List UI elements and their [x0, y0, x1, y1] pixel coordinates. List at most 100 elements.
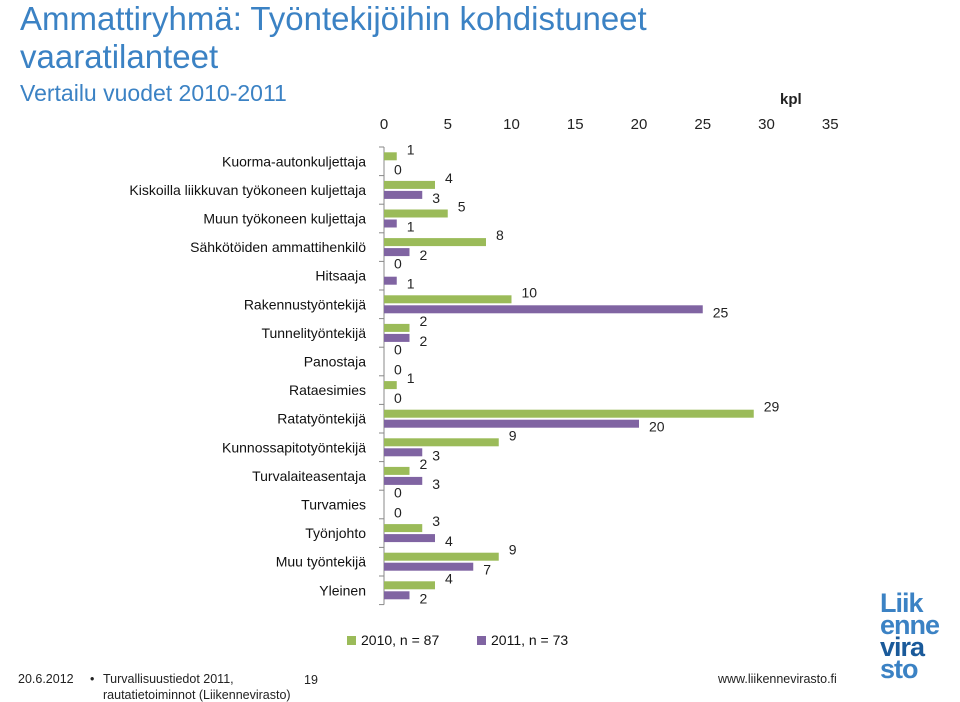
- bar-2010: [384, 152, 397, 161]
- data-label-2010: 5: [458, 199, 466, 215]
- category-label: Turvalaiteasentaja: [252, 468, 366, 484]
- category-label: Rataesimies: [289, 382, 366, 398]
- category-label: Työnjohto: [305, 525, 366, 541]
- bar-2011: [384, 419, 639, 428]
- category-label: Rakennustyöntekijä: [244, 296, 366, 312]
- bar-2010: [384, 581, 435, 590]
- category-label: Turvamies: [301, 497, 366, 513]
- category-label: Ratatyöntekijä: [277, 411, 366, 427]
- logo-line-3: vira: [880, 632, 925, 662]
- legend-label-2011: 2011, n = 73: [491, 632, 568, 648]
- page-title: Ammattiryhmä: Työntekijöihin kohdistunee…: [20, 0, 647, 75]
- data-label-2010: 9: [509, 542, 517, 558]
- bar-2010: [384, 381, 397, 390]
- data-label-2010: 0: [394, 256, 402, 272]
- bar-2010: [384, 524, 423, 533]
- bar-2010: [384, 466, 410, 475]
- data-label-2010: 0: [394, 342, 402, 358]
- category-label: Yleinen: [319, 582, 366, 598]
- bar-2010: [384, 438, 499, 447]
- data-label-2010: 9: [509, 427, 517, 443]
- category-label: Kiskoilla liikkuvan työkoneen kuljettaja: [129, 182, 366, 198]
- data-label-2010: 1: [407, 370, 415, 386]
- bar-2011: [384, 219, 397, 228]
- bar-2010: [384, 209, 448, 218]
- footer-date: 20.6.2012: [18, 672, 74, 686]
- legend-swatch-2011: [477, 636, 486, 645]
- x-tick-label: 30: [758, 116, 775, 133]
- x-tick-label: 25: [694, 116, 711, 133]
- legend-swatch-2010: [347, 636, 356, 645]
- footer-website: www.liikennevirasto.fi: [718, 672, 837, 686]
- bar-2011: [384, 190, 423, 199]
- footer-page-number: 19: [304, 673, 318, 687]
- data-label-2010: 0: [394, 485, 402, 501]
- bar-2010: [384, 323, 410, 332]
- bar-2010: [384, 238, 486, 247]
- legend-label-2010: 2010, n = 87: [361, 632, 439, 648]
- data-label-2011: 2: [420, 590, 428, 606]
- liikennevirasto-logo: Liik enne vira sto: [880, 588, 960, 684]
- logo-line-4: sto: [880, 654, 919, 684]
- bar-2011: [384, 305, 703, 314]
- bar-2011: [384, 562, 474, 571]
- logo-line-2: enne: [880, 610, 940, 640]
- bar-2011: [384, 591, 410, 600]
- data-label-2010: 2: [420, 313, 428, 329]
- data-label-2011: 1: [407, 276, 415, 292]
- footer-bullet: •: [90, 672, 95, 686]
- category-label: Muun työkoneen kuljettaja: [203, 211, 366, 227]
- footer-source-line2: rautatietoiminnot (Liikennevirasto): [103, 688, 291, 702]
- logo-line-1: Liik: [880, 588, 924, 618]
- data-label-2011: 0: [394, 505, 402, 521]
- x-tick-label: 10: [503, 116, 520, 133]
- bar-2011: [384, 476, 423, 485]
- category-label: Tunnelityöntekijä: [261, 325, 366, 341]
- bar-2011: [384, 333, 410, 342]
- data-label-2011: 1: [407, 219, 415, 235]
- category-label: Hitsaaja: [315, 268, 366, 284]
- bar-2011: [384, 248, 410, 257]
- category-label: Sähkötöiden ammattihenkilö: [190, 239, 366, 255]
- x-tick-label: 20: [631, 116, 648, 133]
- data-label-2010: 8: [496, 227, 504, 243]
- x-tick-label: 35: [822, 116, 839, 133]
- data-label-2011: 3: [432, 476, 440, 492]
- category-label: Kuorma-autonkuljettaja: [222, 153, 366, 169]
- category-label: Panostaja: [304, 354, 366, 370]
- bar-2010: [384, 409, 754, 418]
- x-tick-label: 5: [444, 116, 452, 133]
- bar-2011: [384, 448, 423, 457]
- data-label-2011: 2: [420, 247, 428, 263]
- footer-source-line1: Turvallisuustiedot 2011,: [103, 672, 234, 686]
- bar-2010: [384, 295, 512, 304]
- category-label: Kunnossapitotyöntekijä: [222, 439, 366, 455]
- bar-2011: [384, 276, 397, 285]
- data-label-2010: 2: [420, 456, 428, 472]
- bar-2010: [384, 180, 435, 189]
- data-label-2011: 0: [394, 161, 402, 177]
- data-label-2011: 4: [445, 533, 453, 549]
- data-label-2011: 20: [649, 419, 665, 435]
- bar-2010: [384, 552, 499, 561]
- x-tick-label: 0: [380, 116, 388, 133]
- category-label: Muu työntekijä: [276, 554, 366, 570]
- data-label-2010: 3: [432, 513, 440, 529]
- x-tick-label: 15: [567, 116, 584, 133]
- data-label-2010: 1: [407, 141, 415, 157]
- data-label-2010: 4: [445, 170, 453, 186]
- data-label-2011: 0: [394, 362, 402, 378]
- data-label-2011: 25: [713, 304, 729, 320]
- data-label-2010: 4: [445, 570, 453, 586]
- page-subtitle: Vertailu vuodet 2010-2011: [20, 80, 287, 106]
- data-label-2011: 3: [432, 190, 440, 206]
- bar-2011: [384, 534, 435, 543]
- data-label-2011: 0: [394, 390, 402, 406]
- data-label-2010: 10: [522, 284, 538, 300]
- data-label-2011: 3: [432, 447, 440, 463]
- unit-label: kpl: [780, 91, 802, 108]
- data-label-2010: 29: [764, 399, 780, 415]
- data-label-2011: 2: [420, 333, 428, 349]
- data-label-2011: 7: [483, 562, 491, 578]
